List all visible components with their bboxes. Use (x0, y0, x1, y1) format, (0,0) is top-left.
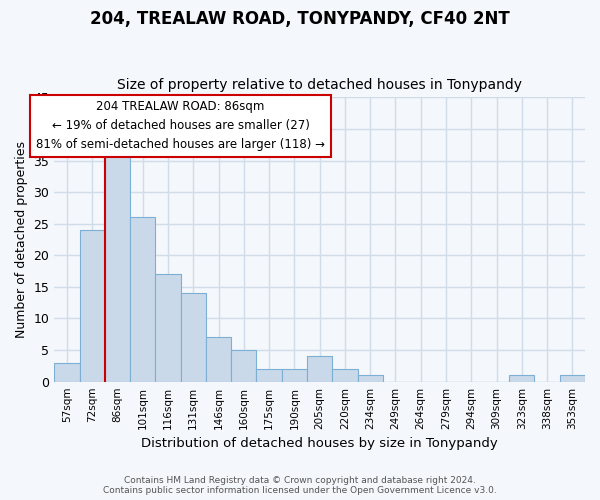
Bar (231, 350, 256, 382)
Bar (130, 218, 155, 382)
Bar (105, 148, 130, 382)
Text: 204 TREALAW ROAD: 86sqm
← 19% of detached houses are smaller (27)
81% of semi-de: 204 TREALAW ROAD: 86sqm ← 19% of detache… (36, 100, 325, 152)
Bar (54, 362, 80, 382)
Bar (307, 356, 332, 382)
Text: 204, TREALAW ROAD, TONYPANDY, CF40 2NT: 204, TREALAW ROAD, TONYPANDY, CF40 2NT (90, 10, 510, 28)
Bar (560, 376, 585, 382)
Bar (332, 369, 358, 382)
Bar (206, 338, 231, 382)
Bar (509, 376, 535, 382)
Bar (256, 369, 282, 382)
X-axis label: Distribution of detached houses by size in Tonypandy: Distribution of detached houses by size … (141, 437, 498, 450)
Bar (181, 293, 206, 382)
Y-axis label: Number of detached properties: Number of detached properties (15, 141, 28, 338)
Title: Size of property relative to detached houses in Tonypandy: Size of property relative to detached ho… (117, 78, 522, 92)
Bar (358, 376, 383, 382)
Bar (80, 230, 105, 382)
Bar (282, 369, 307, 382)
Bar (155, 274, 181, 382)
Text: Contains HM Land Registry data © Crown copyright and database right 2024.
Contai: Contains HM Land Registry data © Crown c… (103, 476, 497, 495)
